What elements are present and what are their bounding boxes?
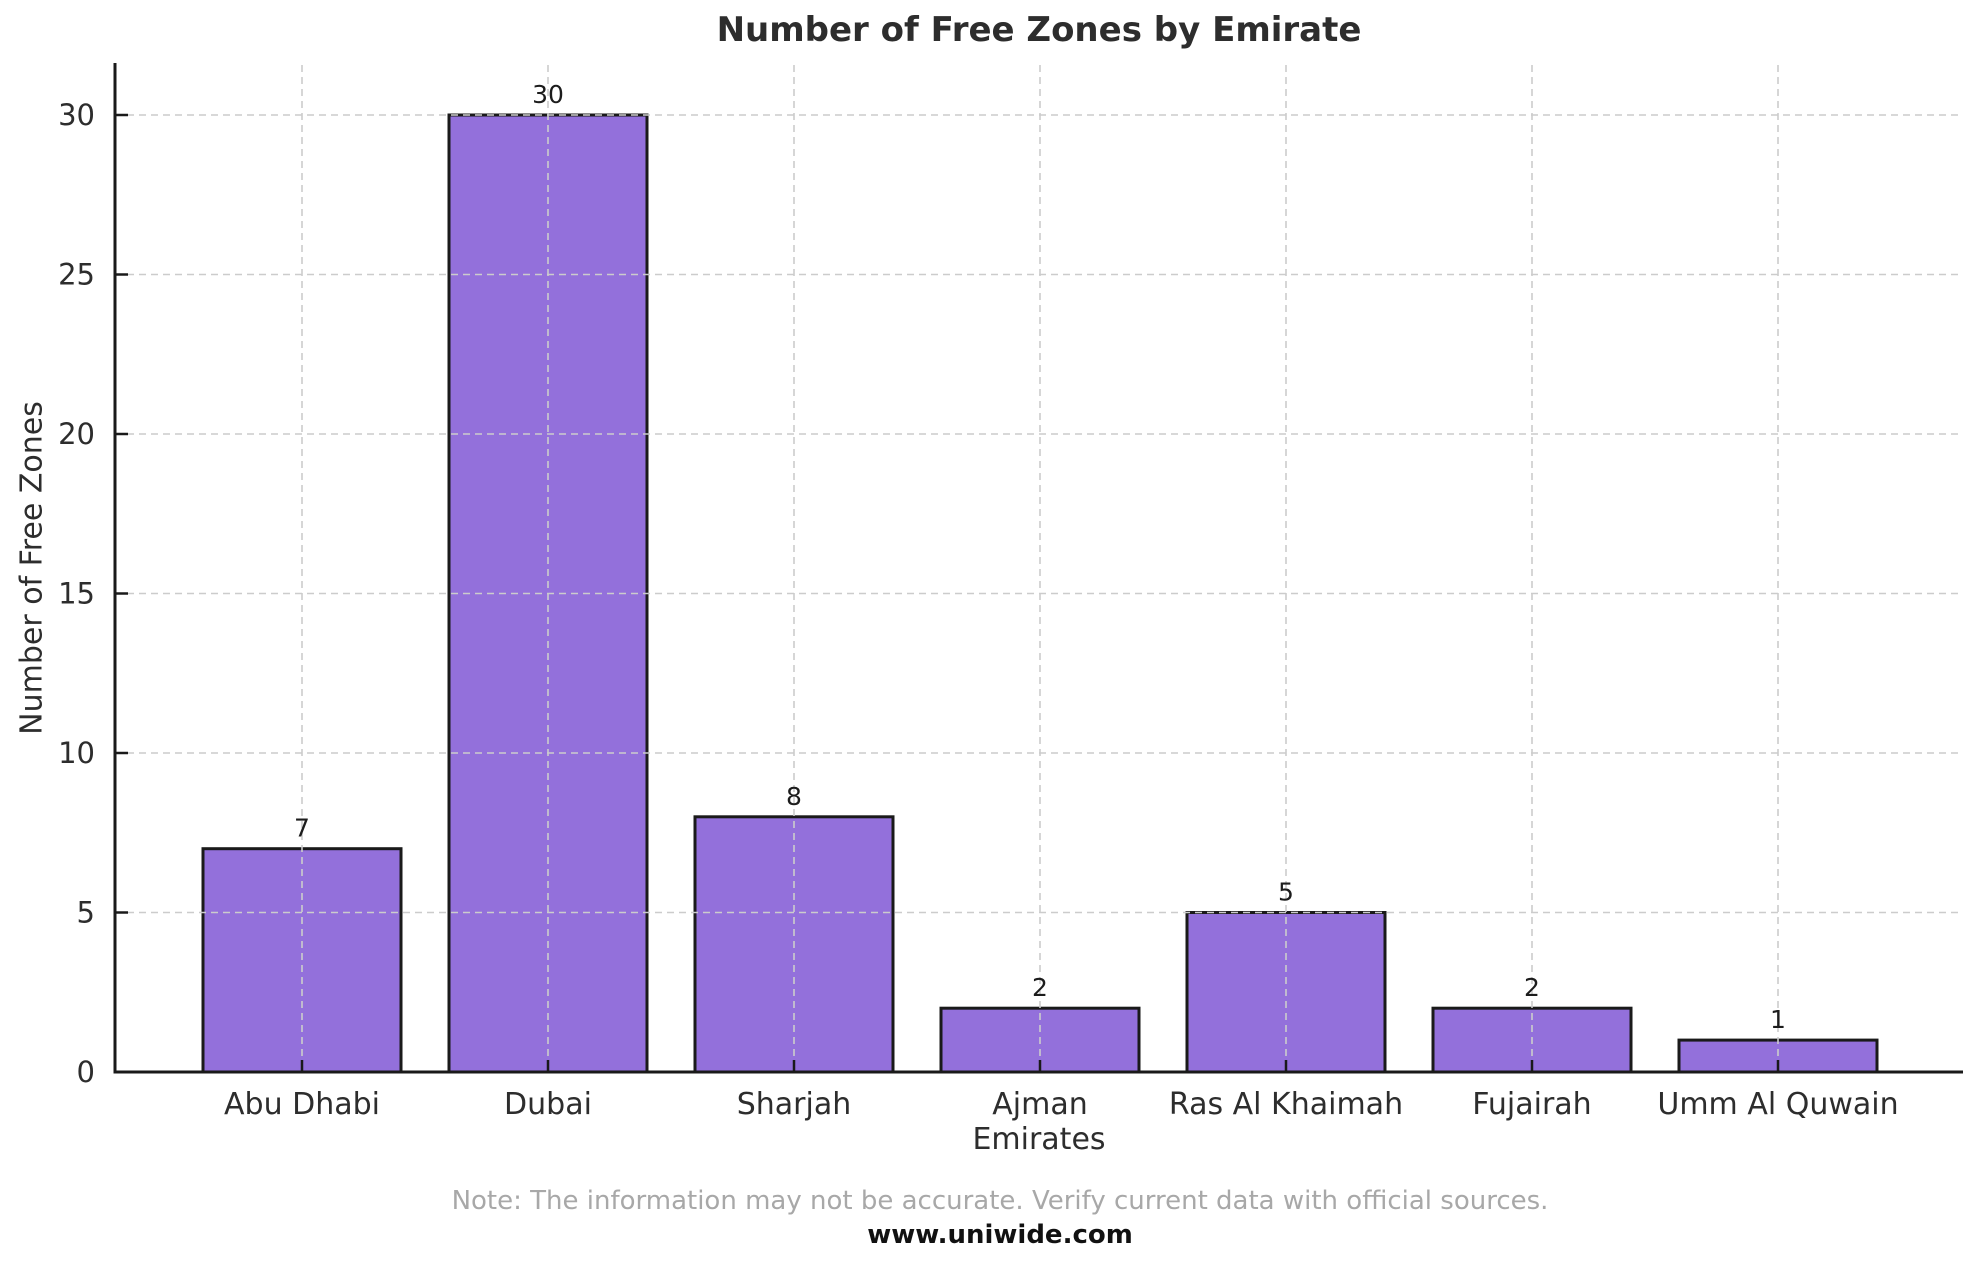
website-text: www.uniwide.com <box>867 1220 1133 1250</box>
x-tick-label-2: Sharjah <box>737 1087 852 1122</box>
value-label-3: 2 <box>1032 973 1048 1002</box>
x-axis-title: Emirates <box>972 1122 1106 1157</box>
value-label-4: 5 <box>1278 878 1294 907</box>
x-tick-label-0: Abu Dhabi <box>224 1087 380 1122</box>
value-label-6: 1 <box>1770 1005 1786 1034</box>
y-tick-label-20: 20 <box>58 417 95 451</box>
x-tick-label-4: Ras Al Khaimah <box>1169 1087 1403 1122</box>
y-tick-label-10: 10 <box>58 736 95 770</box>
value-label-2: 8 <box>786 782 802 811</box>
y-tick-label-30: 30 <box>58 98 95 132</box>
value-label-0: 7 <box>294 814 310 843</box>
chart-title: Number of Free Zones by Emirate <box>716 10 1362 50</box>
y-tick-label-0: 0 <box>77 1055 95 1089</box>
x-tick-label-5: Fujairah <box>1472 1087 1591 1122</box>
y-tick-label-25: 25 <box>58 258 95 292</box>
x-tick-label-3: Ajman <box>992 1087 1087 1122</box>
x-tick-label-1: Dubai <box>504 1087 592 1122</box>
y-tick-label-5: 5 <box>77 896 95 930</box>
value-label-5: 2 <box>1524 973 1540 1002</box>
value-label-1: 30 <box>532 80 564 109</box>
y-tick-label-15: 15 <box>58 577 95 611</box>
x-tick-label-6: Umm Al Quwain <box>1657 1087 1898 1122</box>
disclaimer-note: Note: The information may not be accurat… <box>451 1186 1549 1216</box>
